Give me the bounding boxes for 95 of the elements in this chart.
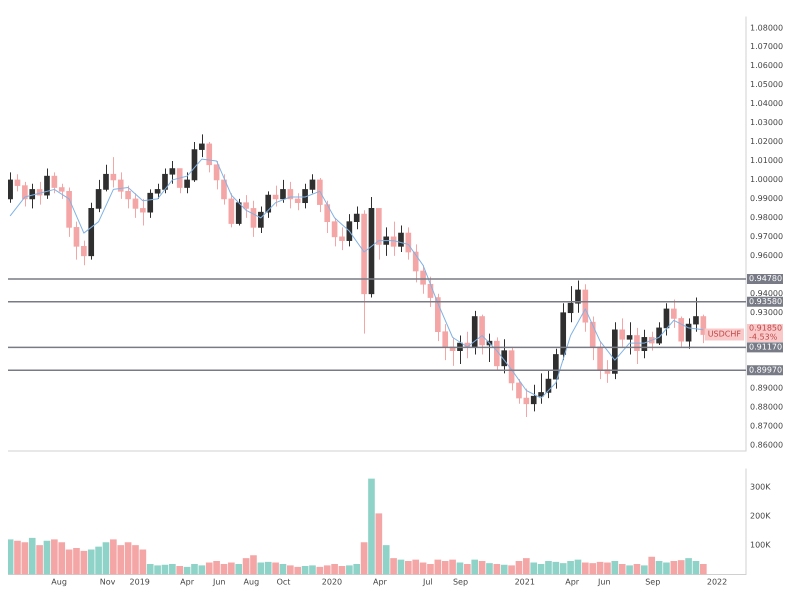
- candlestick: [147, 188, 154, 218]
- bar: [235, 564, 242, 574]
- candlestick: [206, 142, 212, 173]
- y-tick-label: 0.93000: [750, 308, 784, 317]
- text: 0.91850: [749, 324, 782, 333]
- x-tick-label: Jun: [212, 577, 226, 586]
- y-tick-label: 1.05000: [750, 80, 784, 90]
- x-tick-label: Sep: [452, 577, 468, 586]
- candlestick: [236, 198, 242, 226]
- x-tick-label: Apr: [372, 577, 388, 586]
- bar: [390, 558, 397, 574]
- ref-line-label: 0.89970: [749, 365, 782, 374]
- candlestick: [678, 316, 684, 348]
- annotation: USDCHF: [708, 330, 742, 339]
- bar: [36, 545, 43, 574]
- candlestick: [280, 179, 286, 204]
- bar: [464, 564, 471, 574]
- candlestick: [354, 206, 360, 230]
- bar: [478, 561, 486, 574]
- bar: [360, 542, 368, 574]
- y-tick-label: 0.96000: [750, 250, 784, 260]
- y-tick-label: 1.01000: [750, 156, 784, 166]
- bar: [44, 540, 50, 574]
- bar: [471, 560, 478, 574]
- candlestick: [671, 298, 677, 328]
- bar: [634, 564, 640, 574]
- candlestick: [619, 318, 626, 348]
- x-tick-label: 2019: [130, 577, 150, 586]
- x-tick-label: Aug: [244, 577, 260, 586]
- bar: [176, 566, 184, 574]
- y-tick-label: 0.89000: [750, 384, 784, 393]
- candlestick: [530, 384, 537, 412]
- y-tick-label: 200K: [750, 512, 772, 521]
- y-tick-label: 0.94000: [750, 288, 784, 298]
- y-tick-label: 100K: [750, 540, 772, 550]
- ref-line-label: 0.93580: [749, 296, 782, 306]
- text: -4.53%: [749, 332, 778, 342]
- bar: [398, 560, 404, 574]
- ref-line-label: 0.91170: [749, 342, 782, 352]
- bar: [641, 565, 648, 574]
- y-tick-label: 1.03000: [750, 118, 784, 128]
- x-tick-label: Jul: [422, 577, 433, 586]
- ref-line-label: 0.94780: [749, 274, 782, 284]
- candlestick: [626, 322, 632, 355]
- bar: [648, 556, 656, 574]
- y-tick-label: 1.08000: [750, 23, 784, 32]
- x-tick-label: Nov: [100, 577, 116, 586]
- y-tick-label: 1.04000: [750, 99, 784, 108]
- y-tick-label: 1.02000: [750, 137, 784, 146]
- x-tick-label: Aug: [51, 577, 67, 586]
- bar: [486, 563, 493, 574]
- x-tick-label: Oct: [276, 577, 290, 586]
- bar: [494, 564, 500, 574]
- x-tick-label: Sep: [645, 577, 660, 586]
- x-tick-label: Apr: [180, 577, 195, 586]
- candlestick: [8, 172, 13, 204]
- y-tick-label: 0.99000: [750, 194, 784, 203]
- candlestick: [406, 226, 412, 260]
- bar: [28, 538, 36, 574]
- bar: [700, 564, 707, 574]
- bar: [376, 513, 382, 574]
- candlestick: [58, 183, 65, 200]
- bar: [500, 564, 508, 574]
- bar: [456, 562, 464, 574]
- candlestick: [110, 156, 116, 188]
- x-tick-label: Apr: [565, 577, 580, 586]
- x-tick-label: Jun: [597, 577, 611, 586]
- y-tick-label: 0.98000: [750, 212, 784, 222]
- candlestick: [324, 200, 330, 234]
- y-tick-label: 0.87000: [750, 422, 784, 431]
- x-tick-label: 2022: [706, 577, 728, 586]
- bar: [382, 545, 390, 574]
- y-tick-label: 1.00000: [750, 175, 784, 184]
- bar: [618, 564, 626, 574]
- bar: [626, 565, 633, 574]
- candlestick: [52, 172, 58, 194]
- candlestick: [412, 244, 419, 283]
- x-tick-label: 2020: [322, 577, 342, 586]
- y-tick-label: 0.97000: [750, 232, 784, 241]
- bar: [8, 539, 14, 574]
- bar: [368, 478, 375, 574]
- bar: [612, 561, 618, 574]
- y-tick-label: 1.06000: [750, 61, 784, 70]
- candlestick: [176, 168, 183, 194]
- y-tick-label: 0.86000: [750, 440, 784, 450]
- candlestick: [398, 224, 404, 253]
- y-tick-label: 300K: [750, 482, 772, 492]
- candlestick: [442, 324, 448, 361]
- y-tick-label: 0.88000: [750, 402, 784, 412]
- candlestick: [44, 168, 50, 200]
- x-tick-label: 2021: [514, 577, 535, 586]
- bar: [280, 564, 286, 574]
- y-tick-label: 1.07000: [750, 42, 784, 52]
- candlestick: [294, 192, 301, 211]
- bar: [272, 562, 279, 574]
